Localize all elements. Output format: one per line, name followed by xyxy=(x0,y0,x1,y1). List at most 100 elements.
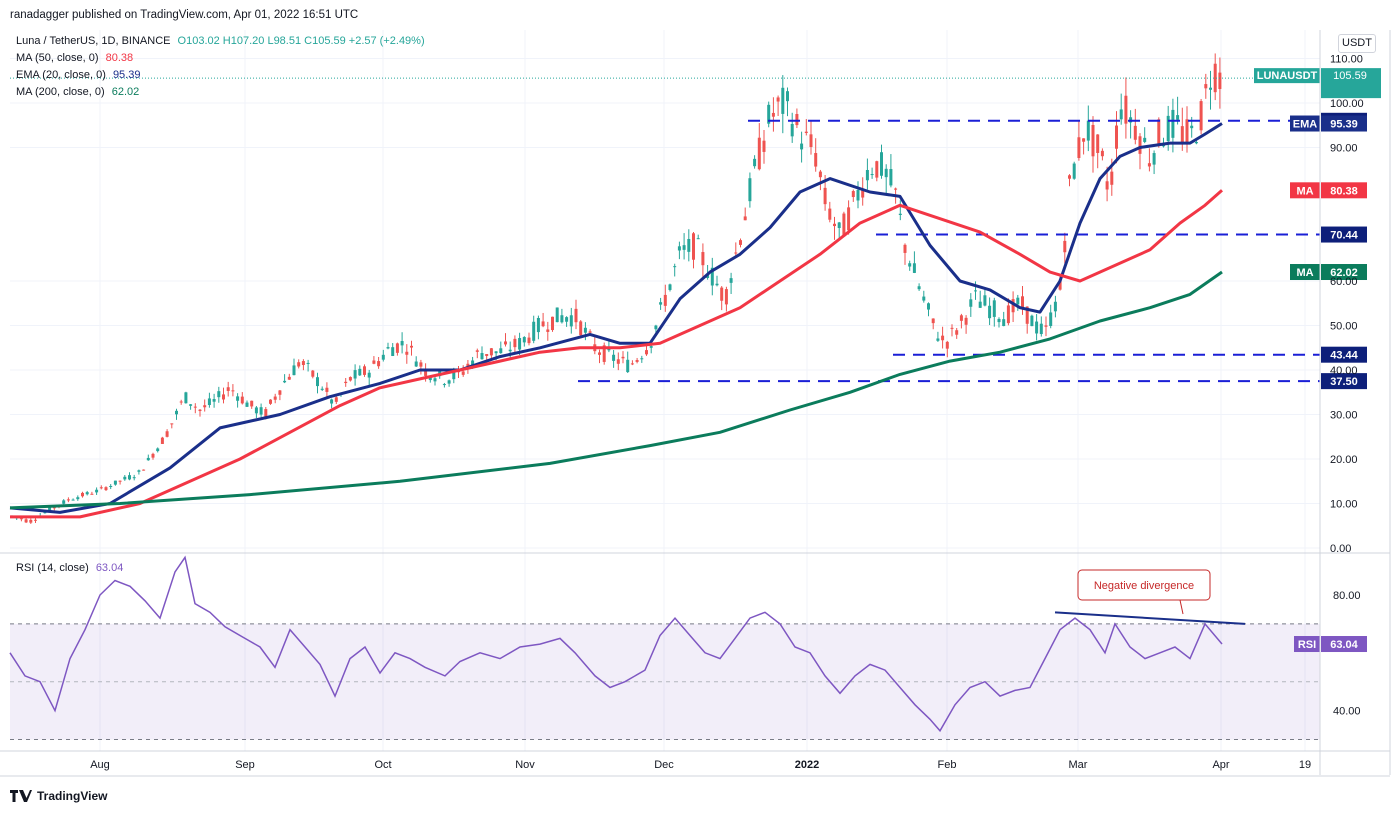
candle-body xyxy=(118,480,122,482)
candle-body xyxy=(395,343,399,353)
candle-body xyxy=(1039,323,1043,335)
candle-body xyxy=(786,91,789,102)
candle-body xyxy=(541,321,545,327)
candle-body xyxy=(706,275,710,278)
candle-body xyxy=(739,240,742,245)
candle-body xyxy=(81,492,84,497)
candle-body xyxy=(52,507,56,509)
candle-body xyxy=(715,283,719,286)
candle-body xyxy=(743,216,747,221)
candle-body xyxy=(894,188,898,190)
time-tick-label: Mar xyxy=(1069,759,1088,771)
candle-body xyxy=(386,347,390,349)
candle-body xyxy=(814,153,818,167)
grid-lines xyxy=(10,30,1320,751)
symbol-badge-bg xyxy=(1254,68,1320,84)
candle-body xyxy=(334,397,338,402)
legend-ma50-value: 80.38 xyxy=(105,52,134,64)
candle-body xyxy=(649,346,653,348)
candle-body xyxy=(978,301,982,308)
legend-ema20-label: EMA (20, close, 0) xyxy=(16,69,106,81)
candle-body xyxy=(348,377,352,381)
time-tick-label: Feb xyxy=(938,759,957,771)
candle-body xyxy=(870,174,874,176)
candle-body xyxy=(588,331,592,333)
candle-body xyxy=(818,171,822,178)
candle-body xyxy=(753,158,757,167)
candle-body xyxy=(1194,141,1198,144)
candle-body xyxy=(598,352,601,355)
candle-body xyxy=(189,404,193,406)
candle-body xyxy=(489,348,493,356)
candle-body xyxy=(447,380,451,384)
indicator-lines xyxy=(9,122,1223,519)
candle-body xyxy=(71,499,75,501)
level-label: 70.44 xyxy=(1330,230,1358,242)
candle-body xyxy=(931,318,935,324)
level-label-bg xyxy=(1321,226,1367,243)
candle-body xyxy=(776,97,780,102)
candle-body xyxy=(771,112,775,117)
candle-body xyxy=(137,470,141,472)
candle-body xyxy=(612,354,616,361)
unit-selector-button[interactable]: USDT xyxy=(1338,34,1376,53)
candle-body xyxy=(964,317,968,325)
ema20-badge-tag: EMA xyxy=(1293,119,1318,131)
legend-ema20-row: EMA (20, close, 0) 95.39 xyxy=(16,69,140,81)
candle-body xyxy=(800,143,804,150)
candles xyxy=(10,53,1222,524)
legend-symbol-row: Luna / TetherUS, 1D, BINANCE O103.02 H10… xyxy=(16,35,425,47)
candle-body xyxy=(62,500,66,504)
candle-body xyxy=(701,252,705,266)
rsi-value-bg xyxy=(1321,636,1367,653)
rsi-tag-bg xyxy=(1294,636,1320,653)
candle-body xyxy=(1185,119,1189,143)
candle-body xyxy=(945,341,949,349)
candle-body xyxy=(1213,63,1217,93)
candle-body xyxy=(123,476,127,480)
candle-body xyxy=(377,361,381,367)
candle-body xyxy=(1002,319,1006,327)
candle-body xyxy=(983,295,987,306)
level-label-bg xyxy=(1321,373,1367,390)
annotation-box xyxy=(1077,569,1211,601)
candle-body xyxy=(687,239,691,252)
candle-body xyxy=(640,358,644,360)
candle-body xyxy=(1133,125,1137,140)
level-label: 37.50 xyxy=(1330,376,1358,388)
candle-body xyxy=(471,360,475,368)
candle-body xyxy=(19,518,23,520)
legend-ohlc: O103.02 H107.20 L98.51 C105.59 +2.57 (+2… xyxy=(177,35,425,47)
candle-body xyxy=(527,337,531,344)
candle-body xyxy=(546,329,550,332)
price-tick-label: 60.00 xyxy=(1330,276,1358,288)
candle-body xyxy=(555,307,559,323)
candle-body xyxy=(861,189,865,198)
footer: TradingView xyxy=(10,789,107,803)
candle-body xyxy=(99,487,103,489)
candle-body xyxy=(494,351,498,354)
price-badge: 105.59 xyxy=(1333,70,1367,82)
price-tick-label: 0.00 xyxy=(1330,543,1351,555)
candle-body xyxy=(1152,153,1156,165)
tradingview-brand[interactable]: TradingView xyxy=(37,789,108,803)
ma50-badge-tag: MA xyxy=(1296,185,1313,197)
candle-body xyxy=(250,400,254,407)
level-label: 43.44 xyxy=(1330,350,1358,362)
candle-body xyxy=(1143,137,1147,142)
candle-body xyxy=(358,368,362,376)
rsi-panel: Negative divergence RSI 63.04 xyxy=(9,555,1367,740)
candle-body xyxy=(316,377,319,387)
candle-body xyxy=(1016,297,1020,305)
time-tick-label: Sep xyxy=(235,759,255,771)
candle-body xyxy=(400,341,404,346)
published-header: ranadagger published on TradingView.com,… xyxy=(10,9,359,21)
ma50-badge-tag-bg xyxy=(1290,182,1320,199)
price-badge-bg xyxy=(1321,68,1381,99)
candle-body xyxy=(1124,95,1128,124)
candle-body xyxy=(344,381,348,384)
candle-body xyxy=(1100,150,1104,157)
price-tick-label: 10.00 xyxy=(1330,499,1358,511)
candle-body xyxy=(132,477,136,479)
